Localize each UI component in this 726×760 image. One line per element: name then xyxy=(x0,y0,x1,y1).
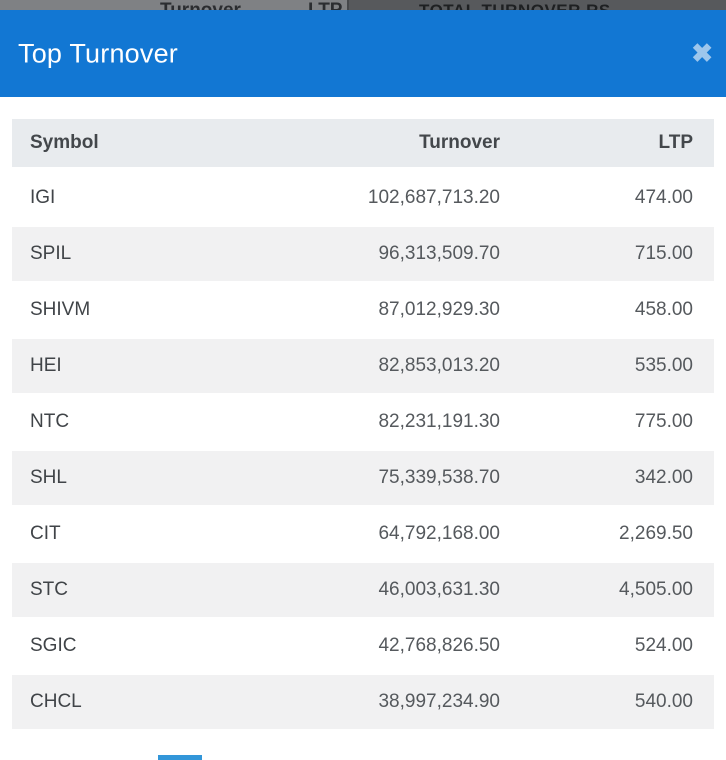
turnover-cell: 87,012,929.30 xyxy=(197,283,500,339)
table-row[interactable]: SGIC 42,768,826.50 524.00 xyxy=(12,619,714,675)
symbol-cell: SHIVM xyxy=(12,283,197,339)
symbol-cell: IGI xyxy=(12,171,197,227)
symbol-cell: HEI xyxy=(12,339,197,395)
symbol-cell: SPIL xyxy=(12,227,197,283)
table-row[interactable]: HEI 82,853,013.20 535.00 xyxy=(12,339,714,395)
ltp-cell: 535.00 xyxy=(500,339,714,395)
ltp-cell: 524.00 xyxy=(500,619,714,675)
turnover-cell: 82,853,013.20 xyxy=(197,339,500,395)
ltp-cell: 775.00 xyxy=(500,395,714,451)
backdrop-total-turnover-label: TOTAL TURNOVER RS xyxy=(419,1,611,10)
close-icon[interactable]: ✖ xyxy=(691,37,713,68)
ltp-cell: 458.00 xyxy=(500,283,714,339)
table-row[interactable]: IGI 102,687,713.20 474.00 xyxy=(12,171,714,227)
backdrop-strip: Turnover LTP TOTAL TURNOVER RS xyxy=(0,0,726,10)
ltp-cell: 474.00 xyxy=(500,171,714,227)
bottom-accent-bar xyxy=(158,755,202,760)
turnover-cell: 42,768,826.50 xyxy=(197,619,500,675)
symbol-cell: SHL xyxy=(12,451,197,507)
symbol-cell: CHCL xyxy=(12,675,197,731)
symbol-cell: NTC xyxy=(12,395,197,451)
turnover-cell: 64,792,168.00 xyxy=(197,507,500,563)
backdrop-turnover-header: Turnover xyxy=(160,1,241,11)
table-row[interactable]: CIT 64,792,168.00 2,269.50 xyxy=(12,507,714,563)
ltp-cell: 715.00 xyxy=(500,227,714,283)
column-header-turnover: Turnover xyxy=(197,119,500,171)
ltp-cell: 342.00 xyxy=(500,451,714,507)
modal-header: Top Turnover ✖ xyxy=(0,10,726,97)
ltp-cell: 540.00 xyxy=(500,675,714,731)
backdrop-total-turnover-panel: TOTAL TURNOVER RS xyxy=(347,0,726,10)
table-header-row: Symbol Turnover LTP xyxy=(12,119,714,171)
turnover-cell: 102,687,713.20 xyxy=(197,171,500,227)
column-header-ltp: LTP xyxy=(500,119,714,171)
symbol-cell: STC xyxy=(12,563,197,619)
table-row[interactable]: STC 46,003,631.30 4,505.00 xyxy=(12,563,714,619)
modal-title: Top Turnover xyxy=(18,38,178,68)
turnover-cell: 96,313,509.70 xyxy=(197,227,500,283)
turnover-cell: 46,003,631.30 xyxy=(197,563,500,619)
ltp-cell: 4,505.00 xyxy=(500,563,714,619)
symbol-cell: CIT xyxy=(12,507,197,563)
symbol-cell: SGIC xyxy=(12,619,197,675)
top-turnover-modal: Top Turnover ✖ Symbol Turnover LTP IGI 1… xyxy=(0,10,726,760)
turnover-cell: 38,997,234.90 xyxy=(197,675,500,731)
column-header-symbol: Symbol xyxy=(12,119,197,171)
top-turnover-table: Symbol Turnover LTP IGI 102,687,713.20 4… xyxy=(12,119,714,731)
table-row[interactable]: CHCL 38,997,234.90 540.00 xyxy=(12,675,714,731)
table-row[interactable]: NTC 82,231,191.30 775.00 xyxy=(12,395,714,451)
table-row[interactable]: SHL 75,339,538.70 342.00 xyxy=(12,451,714,507)
table-row[interactable]: SHIVM 87,012,929.30 458.00 xyxy=(12,283,714,339)
table-row[interactable]: SPIL 96,313,509.70 715.00 xyxy=(12,227,714,283)
table-body: IGI 102,687,713.20 474.00 SPIL 96,313,50… xyxy=(12,171,714,731)
turnover-cell: 75,339,538.70 xyxy=(197,451,500,507)
backdrop-ltp-header: LTP xyxy=(308,1,342,11)
turnover-cell: 82,231,191.30 xyxy=(197,395,500,451)
ltp-cell: 2,269.50 xyxy=(500,507,714,563)
